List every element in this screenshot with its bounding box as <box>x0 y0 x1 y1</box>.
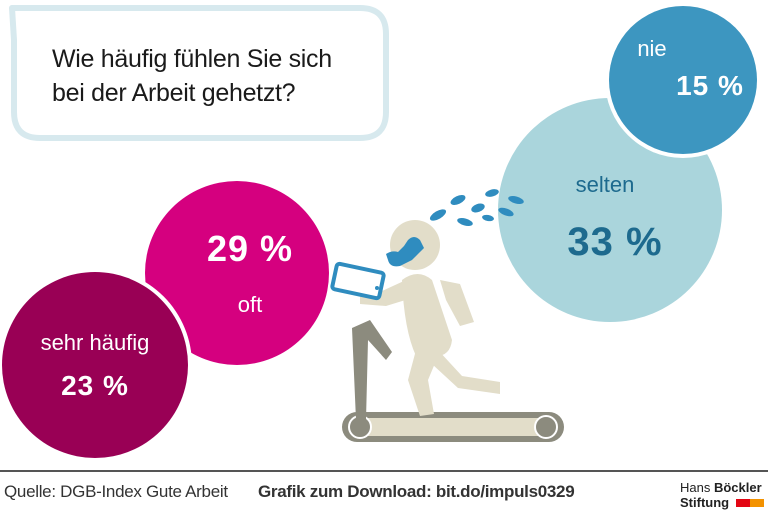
label-sehr-haeufig: sehr häufig <box>40 330 150 355</box>
logo-hans: Hans <box>680 480 714 495</box>
logo-red-square-icon <box>735 498 750 507</box>
circle-nie <box>609 6 757 154</box>
value-oft: 29 % <box>206 228 294 269</box>
source-text: Quelle: DGB-Index Gute Arbeit <box>4 482 228 501</box>
label-selten: selten <box>575 172 635 197</box>
tablet-icon <box>330 261 386 301</box>
question-title: Wie häufig fühlen Sie sich bei der Arbei… <box>52 42 332 110</box>
footer-divider <box>0 470 768 472</box>
question-line-2: bei der Arbeit gehetzt? <box>52 79 296 107</box>
logo-stiftung: Stiftung <box>680 495 730 510</box>
value-nie: 15 % <box>676 70 744 101</box>
hans-boeckler-logo: Hans Böckler Stiftung <box>680 480 764 510</box>
phone-icon <box>386 237 424 267</box>
logo-orange-square-icon <box>749 498 764 507</box>
label-oft: oft <box>237 292 263 317</box>
circle-sehr-haeufig <box>2 272 188 458</box>
question-line-1: Wie häufig fühlen Sie sich <box>52 45 332 73</box>
illustration <box>330 189 564 442</box>
logo-boeckler: Böckler <box>713 480 762 495</box>
value-sehr-haeufig: 23 % <box>61 370 129 401</box>
label-nie: nie <box>637 36 667 61</box>
download-link[interactable]: Grafik zum Download: bit.do/impuls0329 <box>258 482 575 501</box>
sweat-drops-icon <box>429 189 524 226</box>
treadmill-icon <box>342 320 564 442</box>
speech-bubble <box>9 5 389 141</box>
running-person-icon <box>360 220 500 416</box>
value-selten: 33 % <box>567 220 663 264</box>
